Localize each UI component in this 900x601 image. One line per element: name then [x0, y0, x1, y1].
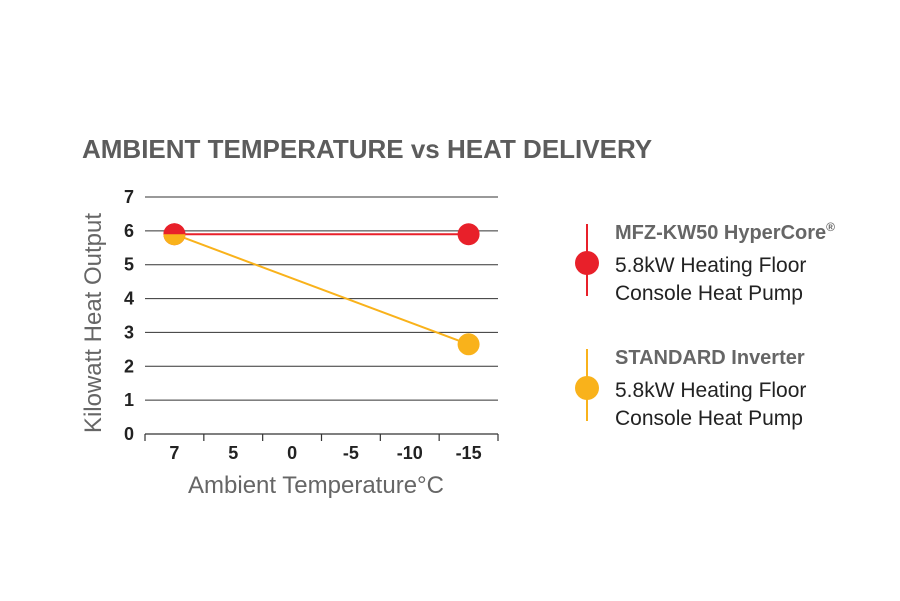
y-tick-label: 3 — [124, 322, 134, 342]
y-tick-label: 4 — [124, 289, 134, 309]
x-tick-label: 0 — [287, 443, 297, 463]
series-point-1 — [457, 333, 480, 356]
legend-series-name: STANDARD Inverter — [615, 347, 805, 369]
x-tick-label: -10 — [397, 443, 423, 463]
y-axis-label: Kilowatt Heat Output — [80, 213, 107, 433]
legend-item-1: STANDARD Inverter 5.8kW Heating Floor Cons… — [575, 347, 806, 430]
legend-series-description: Console Heat Pump — [615, 407, 803, 430]
y-axis-ticks: 0 1 2 3 4 5 6 7 — [124, 187, 134, 444]
series-line-1 — [174, 233, 469, 346]
grid-lines — [145, 196, 498, 401]
series-point-0 — [163, 223, 186, 235]
x-axis — [144, 433, 499, 441]
x-axis-label: Ambient Temperature°C — [188, 472, 444, 499]
series-point-0 — [457, 223, 480, 246]
x-tick-label: 5 — [228, 443, 238, 463]
y-tick-label: 0 — [124, 424, 134, 444]
legend-series-name: MFZ-KW50 HyperCore® — [615, 220, 835, 244]
x-axis-ticks: 7 5 0 -5 -10 -15 — [169, 443, 481, 463]
y-tick-label: 1 — [124, 390, 134, 410]
y-tick-label: 6 — [124, 221, 134, 241]
legend-item-0: MFZ-KW50 HyperCore® 5.8kW Heating Floor Co… — [575, 220, 835, 305]
legend-series-description: Console Heat Pump — [615, 282, 803, 305]
x-tick-label: -5 — [343, 443, 359, 463]
y-tick-label: 7 — [124, 187, 134, 207]
y-tick-label: 5 — [124, 255, 134, 275]
series-group — [163, 223, 480, 356]
legend-series-description: 5.8kW Heating Floor — [615, 379, 806, 402]
x-tick-label: 7 — [169, 443, 179, 463]
legend-series-description: 5.8kW Heating Floor — [615, 254, 806, 277]
series-point-1 — [163, 234, 186, 246]
legend-marker-swatch — [575, 251, 599, 275]
chart-title: AMBIENT TEMPERATURE vs HEAT DELIVERY — [82, 134, 652, 164]
legend-marker-swatch — [575, 376, 599, 400]
y-tick-label: 2 — [124, 356, 134, 376]
x-tick-label: -15 — [456, 443, 482, 463]
legend: MFZ-KW50 HyperCore® 5.8kW Heating Floor Co… — [575, 220, 835, 430]
